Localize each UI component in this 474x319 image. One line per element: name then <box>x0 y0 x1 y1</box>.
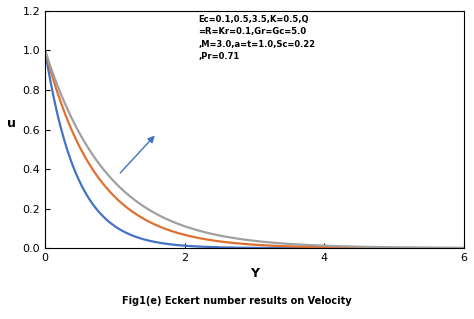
Text: Fig1(e) Eckert number results on Velocity: Fig1(e) Eckert number results on Velocit… <box>122 296 352 306</box>
Text: Ec=0.1,0.5,3.5,K=0.5,Q
=R=Kr=0.1,Gr=Gc=5.0
,M=3.0,a=t=1.0,Sc=0.22
,Pr=0.71: Ec=0.1,0.5,3.5,K=0.5,Q =R=Kr=0.1,Gr=Gc=5… <box>199 15 316 61</box>
X-axis label: Y: Y <box>250 267 259 280</box>
Y-axis label: u: u <box>7 116 16 130</box>
